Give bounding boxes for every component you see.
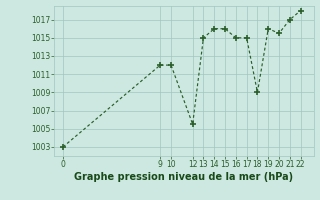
X-axis label: Graphe pression niveau de la mer (hPa): Graphe pression niveau de la mer (hPa) bbox=[75, 172, 293, 182]
